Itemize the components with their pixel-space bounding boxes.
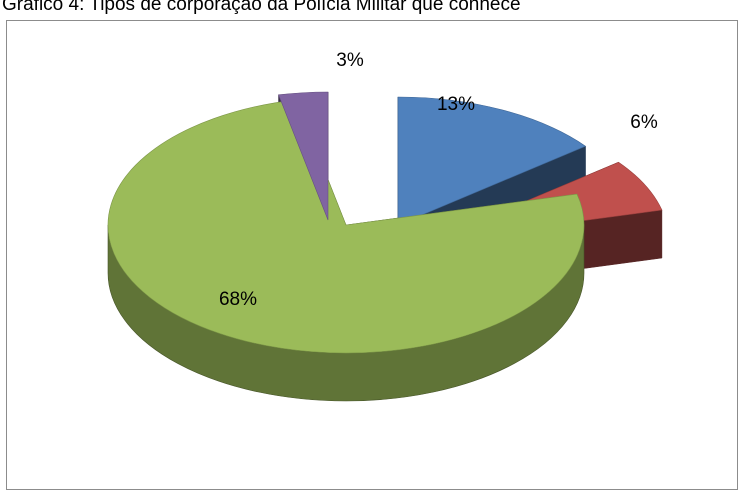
pie-labels: 13% 6% 68% 3% — [219, 50, 658, 310]
pie-slice-2 — [107, 99, 585, 354]
slice-label-3: 3% — [336, 50, 364, 71]
slice-label-1: 6% — [630, 112, 658, 133]
chart-caption: Gráfico 4: Tipos de corporação da Políci… — [2, 0, 521, 15]
pie-slice-0 — [397, 96, 587, 226]
pie-slice-3 — [278, 91, 329, 221]
slice-label-0: 13% — [437, 94, 475, 115]
slice-label-2: 68% — [219, 289, 257, 310]
pie-tops — [107, 91, 663, 354]
pie-chart: 13% 6% 68% 3% — [107, 50, 663, 402]
